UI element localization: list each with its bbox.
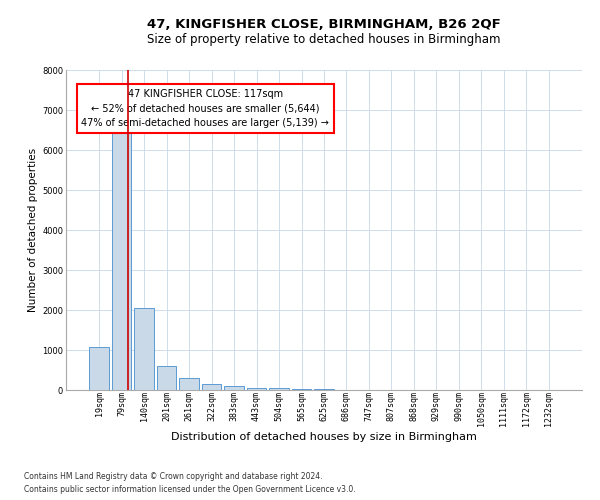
Bar [269, 388, 289, 390]
X-axis label: Distribution of detached houses by size in Birmingham: Distribution of detached houses by size … [171, 432, 477, 442]
Text: Contains HM Land Registry data © Crown copyright and database right 2024.: Contains HM Land Registry data © Crown c… [24, 472, 323, 481]
Bar [179, 378, 199, 390]
Text: 47 KINGFISHER CLOSE: 117sqm
← 52% of detached houses are smaller (5,644)
47% of : 47 KINGFISHER CLOSE: 117sqm ← 52% of det… [82, 88, 329, 128]
Text: Size of property relative to detached houses in Birmingham: Size of property relative to detached ho… [147, 32, 501, 46]
Bar [112, 130, 131, 390]
Text: 47, KINGFISHER CLOSE, BIRMINGHAM, B26 2QF: 47, KINGFISHER CLOSE, BIRMINGHAM, B26 2Q… [147, 18, 501, 30]
Bar [224, 386, 244, 390]
Bar [89, 347, 109, 390]
Text: Contains public sector information licensed under the Open Government Licence v3: Contains public sector information licen… [24, 485, 356, 494]
Bar [292, 389, 311, 390]
Bar [247, 388, 266, 390]
Bar [134, 308, 154, 390]
Y-axis label: Number of detached properties: Number of detached properties [28, 148, 38, 312]
Bar [202, 384, 221, 390]
Bar [157, 366, 176, 390]
